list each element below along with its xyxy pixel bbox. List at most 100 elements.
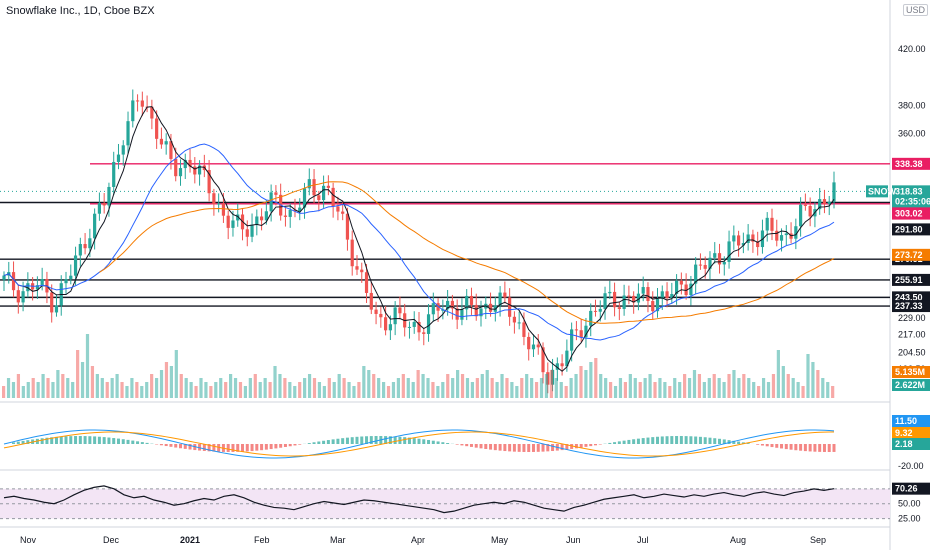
volume-bar [312, 378, 317, 398]
volume-bar [683, 374, 687, 398]
volume-bar [100, 378, 104, 398]
time-tick-label: Sep [810, 535, 826, 545]
volume-bar [569, 378, 573, 398]
volume-bar [534, 382, 539, 398]
macd-histogram-bar [50, 437, 54, 444]
currency-badge[interactable]: USD [903, 4, 929, 16]
volume-bar [85, 334, 90, 398]
macd-line [3, 429, 835, 459]
candle [727, 241, 731, 262]
volume-bar [105, 382, 109, 398]
macd-histogram-bar [803, 444, 807, 452]
volume-bar [638, 382, 642, 398]
macd-histogram-bar [236, 444, 240, 452]
volume-bar [6, 378, 11, 398]
macd-histogram-bar [345, 437, 349, 444]
candle [159, 138, 164, 145]
volume-bar [628, 374, 632, 398]
macd-histogram-bar [589, 444, 593, 447]
volume-bar [76, 350, 80, 398]
volume-bar [273, 366, 277, 398]
candle [608, 291, 612, 294]
price-tick-label: 229.00 [898, 313, 926, 323]
macd-histogram-bar [617, 441, 621, 444]
macd-histogram-bar [264, 444, 268, 450]
macd-histogram-bar [832, 444, 836, 452]
candle [183, 159, 187, 169]
ma-slow-line [99, 181, 835, 324]
volume-bar [722, 382, 726, 398]
volume-bar [618, 378, 623, 398]
macd-histogram-bar [288, 444, 292, 447]
volume-bar [831, 386, 835, 398]
indicator-price-tag: 291.80 [895, 224, 923, 234]
candle [155, 118, 159, 139]
indicator-price-tag: 303.02 [895, 209, 923, 219]
volume-bar [2, 386, 6, 398]
volume-bar [761, 378, 766, 398]
candle [536, 344, 540, 348]
macd-histogram-bar [799, 444, 803, 451]
volume-tag: 2.622M [895, 380, 925, 390]
volume-bar [406, 378, 410, 398]
histogram-tag: 2.18 [895, 439, 913, 449]
time-tick-label: Jun [566, 535, 581, 545]
candle [321, 185, 326, 201]
volume-bar [243, 386, 248, 398]
candle [622, 295, 626, 309]
indicator-price-tag-bg [892, 207, 930, 220]
macd-histogram-bar [169, 444, 173, 447]
candle [126, 121, 130, 146]
macd-histogram-bar [74, 436, 78, 444]
candle [417, 321, 421, 333]
candle [522, 322, 526, 337]
volume-bar [80, 362, 85, 398]
level-price-tag: 338.38 [895, 159, 923, 169]
candle [565, 350, 569, 367]
volume-bar [643, 378, 647, 398]
candle [570, 329, 574, 351]
candle [336, 206, 340, 212]
macd-histogram-bar [760, 444, 764, 446]
macd-histogram-bar [756, 444, 760, 445]
volume-bar [164, 362, 169, 398]
macd-histogram-bar [536, 444, 540, 452]
price-tick-label: 204.50 [898, 347, 926, 357]
candle [388, 324, 392, 331]
candle [259, 216, 264, 221]
candle [131, 100, 135, 122]
candle [355, 266, 359, 270]
macd-histogram-bar [269, 444, 273, 450]
volume-bar [599, 374, 603, 398]
candle [40, 278, 44, 286]
macd-histogram-bar [565, 444, 569, 450]
volume-bar [613, 386, 618, 398]
volume-bar [589, 362, 593, 398]
macd-histogram-bar [250, 444, 254, 452]
macd-histogram-bar [107, 437, 111, 444]
macd-histogram-bar [78, 436, 82, 444]
macd-histogram-bar [140, 442, 144, 444]
ma-fast-line [3, 106, 835, 372]
macd-histogram-bar [412, 438, 416, 444]
candle [741, 243, 745, 246]
macd-histogram-bar [436, 441, 440, 444]
price-tick-label: 360.00 [898, 128, 926, 138]
macd-histogram-bar [474, 444, 478, 448]
volume-bar [238, 382, 243, 398]
macd-histogram-bar [369, 436, 373, 444]
volume-bar [268, 382, 272, 398]
macd-histogram-bar [336, 438, 340, 444]
candle [307, 179, 311, 189]
volume-bar [347, 382, 351, 398]
volume-bar [184, 378, 188, 398]
macd-histogram-bar [417, 438, 421, 444]
candle [689, 283, 693, 296]
candle [345, 213, 350, 240]
volume-bar [145, 382, 149, 398]
last-price-tag-bg [892, 185, 930, 208]
macd-histogram-bar [93, 436, 97, 444]
macd-histogram-bar [422, 439, 426, 444]
macd-histogram-bar [131, 440, 135, 444]
